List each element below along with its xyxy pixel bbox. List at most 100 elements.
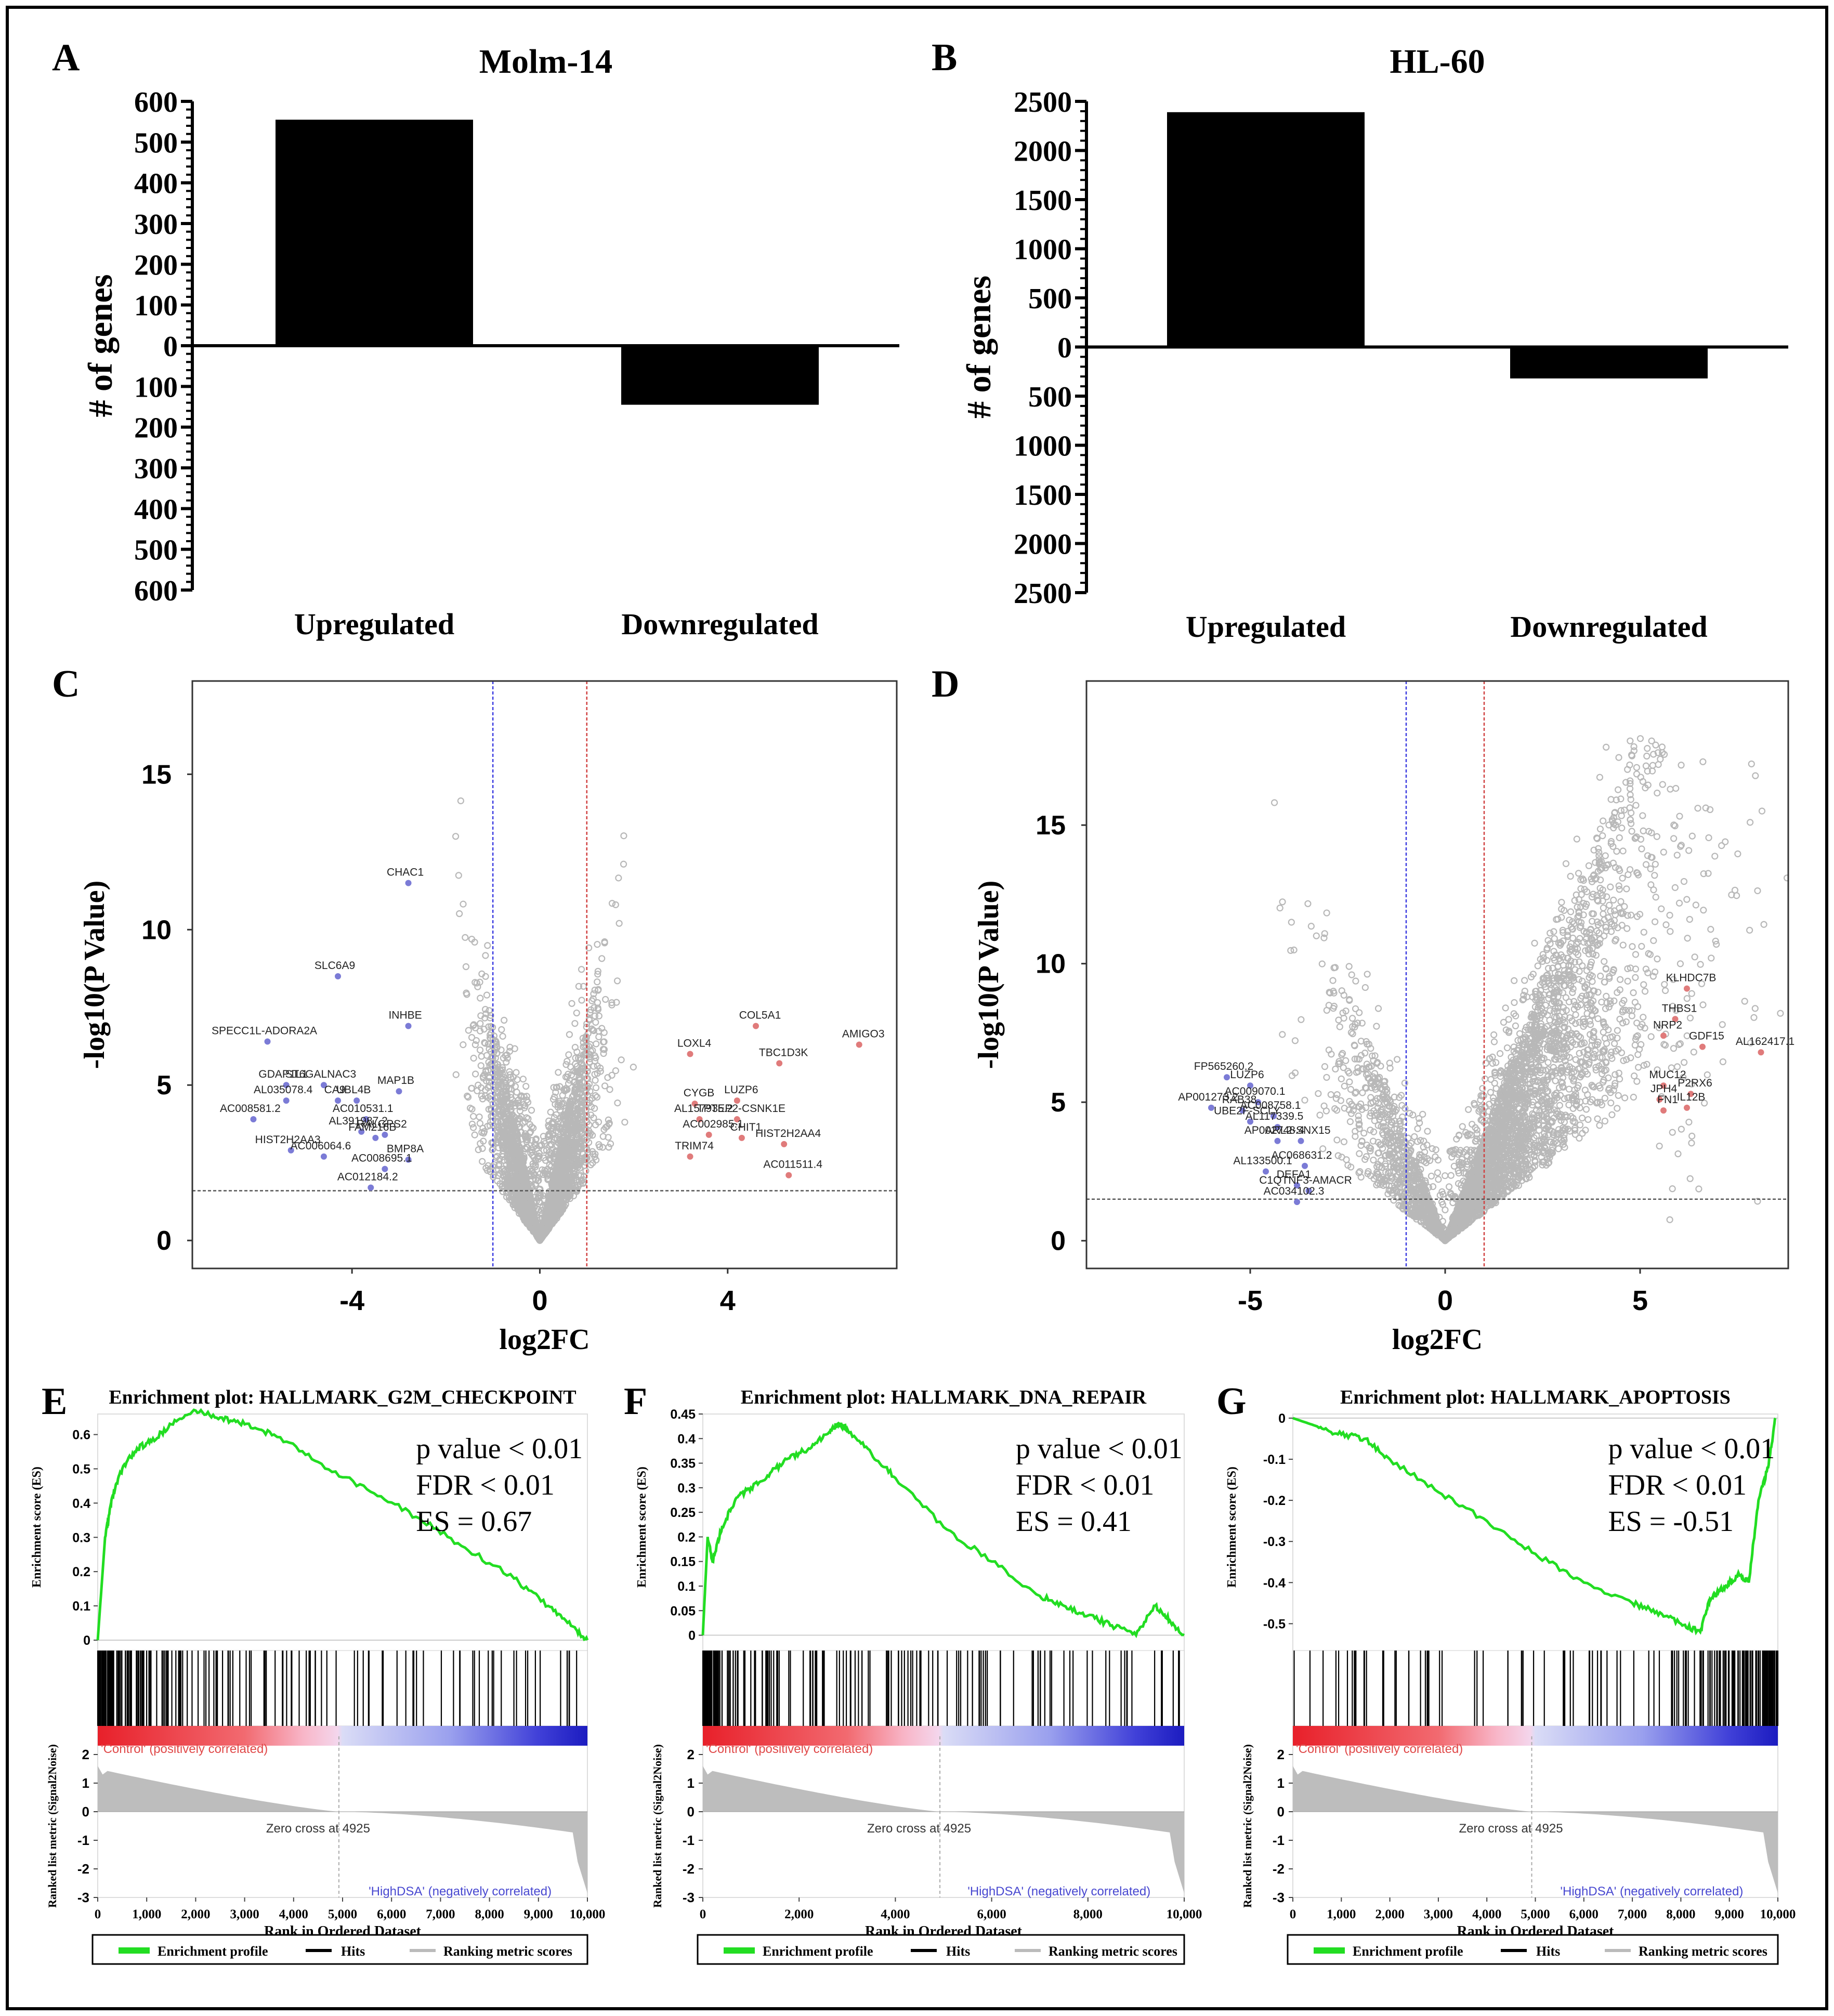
background-point	[513, 1069, 520, 1076]
background-point	[577, 1180, 584, 1187]
background-point	[1357, 1142, 1365, 1149]
background-point	[1672, 1006, 1680, 1014]
background-point	[1550, 948, 1557, 955]
background-point	[552, 1195, 559, 1202]
background-point	[570, 1150, 578, 1158]
background-point	[508, 1163, 516, 1170]
background-point	[504, 1109, 511, 1116]
background-point	[1332, 1065, 1339, 1073]
background-point	[568, 1180, 575, 1187]
background-point	[577, 1082, 584, 1089]
background-point	[606, 1086, 613, 1093]
background-point	[568, 1000, 575, 1007]
background-point	[532, 1136, 540, 1144]
background-point	[499, 1064, 506, 1071]
background-point	[1655, 1024, 1663, 1031]
background-point	[567, 1192, 574, 1199]
background-point	[1544, 965, 1552, 972]
bar-upregulated	[1167, 112, 1365, 347]
background-point	[486, 1007, 493, 1014]
background-point	[500, 1171, 507, 1179]
y-tick-label: 1000	[1014, 430, 1072, 463]
background-point	[1614, 1105, 1621, 1112]
background-point	[471, 1024, 479, 1031]
background-point	[533, 1145, 541, 1153]
y-tick-label: 500	[134, 127, 178, 159]
background-point	[566, 1031, 573, 1038]
background-point	[1288, 919, 1295, 926]
background-point	[509, 1201, 517, 1208]
background-point	[575, 983, 582, 990]
background-point	[514, 1148, 521, 1155]
background-point	[1676, 960, 1684, 967]
background-point	[594, 1006, 602, 1013]
background-point	[1747, 1039, 1754, 1046]
background-point	[1556, 1102, 1564, 1109]
bar-upregulated	[276, 120, 473, 346]
background-point	[1576, 1134, 1583, 1142]
background-point	[463, 991, 470, 998]
background-point	[476, 1046, 484, 1054]
down_genes-label: SLC6A9	[315, 960, 355, 972]
background-point	[492, 1154, 500, 1161]
background-point	[1397, 1092, 1405, 1099]
background-point	[567, 1158, 574, 1166]
down_genes-point	[372, 1134, 379, 1141]
background-point	[1706, 806, 1714, 814]
background-point	[1583, 992, 1590, 999]
up_genes-point	[687, 1051, 693, 1057]
background-point	[549, 1131, 556, 1138]
background-point	[546, 1156, 554, 1163]
background-point	[470, 1054, 477, 1062]
background-point	[1367, 1147, 1374, 1155]
background-point	[1429, 1145, 1436, 1153]
up_genes-label: AC011511.4	[763, 1159, 822, 1171]
background-point	[482, 952, 489, 959]
background-point	[1401, 1079, 1408, 1086]
background-point	[594, 987, 602, 994]
background-point	[497, 1136, 505, 1144]
background-point	[576, 1108, 583, 1115]
background-point	[474, 1087, 481, 1094]
background-point	[462, 934, 469, 941]
up_genes-label: TPTEP2-CSNK1E	[697, 1103, 785, 1115]
background-point	[1700, 870, 1707, 878]
panel-letter-B: B	[932, 36, 957, 79]
background-point	[506, 1068, 513, 1076]
background-point	[621, 1118, 628, 1126]
down_genes-point	[320, 1082, 327, 1089]
background-point	[478, 1053, 485, 1060]
background-point	[555, 1194, 562, 1201]
y-tick-label: 400	[134, 493, 178, 526]
background-point	[1784, 874, 1788, 882]
background-point	[1700, 907, 1707, 914]
background-point	[566, 1188, 573, 1196]
background-point	[555, 1159, 562, 1167]
background-point	[1619, 874, 1626, 882]
background-point	[1496, 1050, 1504, 1057]
down_genes-point	[405, 1023, 412, 1029]
background-point	[1652, 894, 1659, 901]
up_genes-label: LOXL4	[677, 1037, 712, 1049]
y-tick-label: 5	[156, 1070, 172, 1101]
background-point	[480, 1137, 487, 1145]
down_genes-label: GDAP1L1	[258, 1068, 308, 1080]
panel-letter-C: C	[52, 663, 80, 705]
background-point	[527, 1166, 534, 1173]
background-point	[553, 1123, 561, 1131]
down_genes-label: AC010531.1	[333, 1103, 394, 1115]
down_genes-label: AC008581.2	[220, 1103, 281, 1115]
background-point	[539, 1229, 547, 1237]
background-point	[541, 1140, 548, 1147]
background-point	[587, 1111, 595, 1119]
background-point	[566, 1154, 573, 1162]
background-point	[1438, 1188, 1446, 1196]
background-point	[526, 1205, 533, 1212]
background-point	[1572, 1011, 1579, 1018]
background-point	[1652, 741, 1659, 749]
background-point	[1566, 1054, 1573, 1061]
background-point	[516, 1115, 523, 1122]
volcano-plot-C: CHAC1SLC6A9SPECC1L-ADORA2AINHBEGDAP1L1ST…	[78, 680, 898, 1356]
background-point	[570, 1187, 577, 1195]
background-point	[599, 1045, 607, 1053]
